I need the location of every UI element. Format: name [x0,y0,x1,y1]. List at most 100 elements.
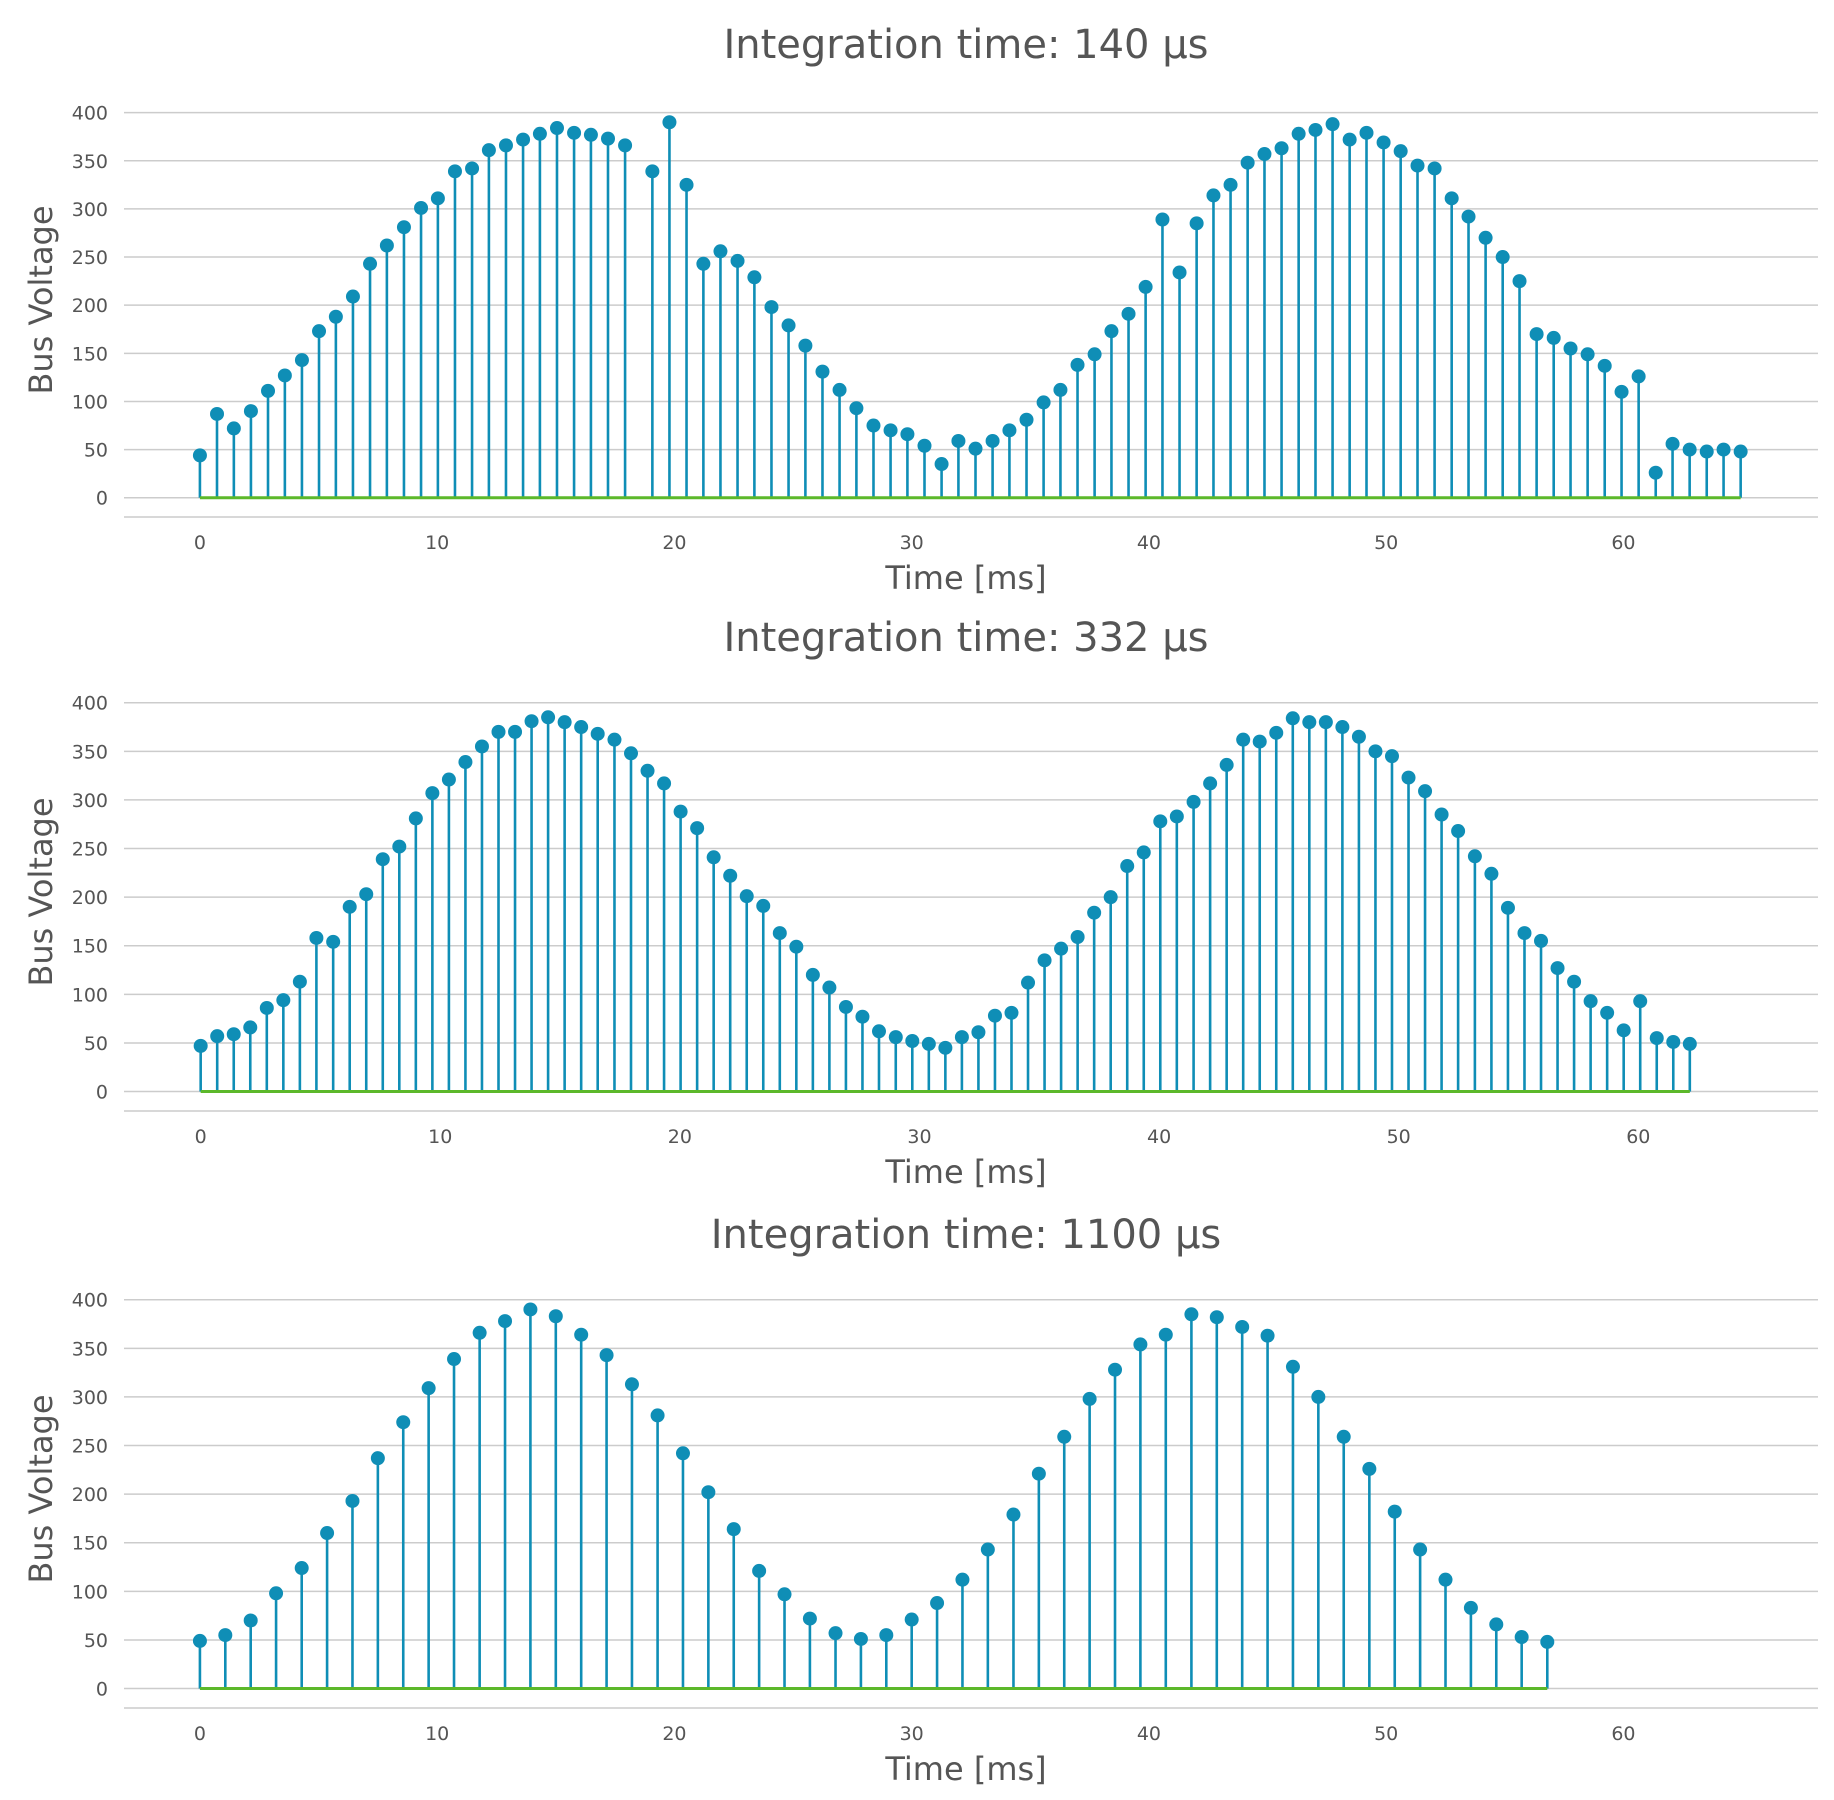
stem-marker [1467,849,1482,864]
x-tick-label: 30 [900,532,924,554]
stem-marker [618,138,633,153]
stem-marker [1269,725,1284,740]
y-tick-label: 50 [84,440,108,462]
stem-marker [1631,369,1646,384]
x-tick-label: 10 [428,1126,452,1148]
stem-marker [1103,890,1118,905]
stem-marker [345,1493,360,1508]
stem-marker [1070,357,1085,372]
stem-marker [1302,715,1317,730]
x-tick-label: 30 [907,1126,931,1148]
stem-marker [192,448,207,463]
stem-marker [726,1522,741,1537]
stem-marker [277,368,292,383]
y-tick-label: 300 [72,1387,108,1409]
stem-marker [458,755,473,770]
stem-marker [815,364,830,379]
stem-marker [838,999,853,1014]
stem-marker [713,244,728,259]
stem-marker [1600,1005,1615,1020]
stem-marker [1699,444,1714,459]
stem-marker [849,401,864,416]
x-tick-label: 10 [425,1723,449,1745]
stem-marker [640,763,655,778]
stem-marker [772,926,787,941]
stem-marker [1514,1630,1529,1645]
stem-marker [980,1542,995,1557]
stem-marker [805,967,820,982]
stem-marker [541,710,556,725]
stem-marker [696,256,711,271]
stem-marker [1155,212,1170,227]
stem-marker [968,441,983,456]
stem-marker [1633,994,1648,1009]
stem-marker [590,726,605,741]
y-tick-label: 400 [72,103,108,125]
stem-marker [1138,279,1153,294]
x-tick-label: 0 [194,1723,206,1745]
stem-marker [472,1325,487,1340]
y-axis-label: Bus Voltage [22,797,60,986]
x-tick-label: 20 [662,532,686,554]
stem-marker [1136,845,1151,860]
stem-marker [441,772,456,787]
stem-marker [1438,1572,1453,1587]
stem-marker [1500,900,1515,915]
stem-marker [1666,1034,1681,1049]
stem-marker [1169,809,1184,824]
stem-marker [938,1040,953,1055]
y-tick-label: 200 [72,295,108,317]
stem-marker [723,868,738,883]
stem-marker [294,353,309,368]
stem-marker [1550,961,1565,976]
stem-marker [557,715,572,730]
stem-marker [1031,1466,1046,1481]
stem-marker [1006,1507,1021,1522]
stem-marker [1206,188,1221,203]
x-tick-label: 60 [1611,532,1635,554]
stem-marker [498,138,513,153]
stem-marker [1209,1310,1224,1325]
stem-marker [1563,341,1578,356]
stem-marker [567,125,582,140]
stem-marker [985,433,1000,448]
stem-marker [328,309,343,324]
stem-marker [524,714,539,729]
stem-marker [425,786,440,801]
stem-marker [1257,147,1272,162]
stem-marker [1540,1634,1555,1649]
stem-marker [1387,1504,1402,1519]
stem-marker [777,1587,792,1602]
chart-panel-2: Integration time: 332 µs0501001502002503… [22,615,1818,1191]
y-tick-label: 300 [72,790,108,812]
stem-marker [474,739,489,754]
stem-marker [312,324,327,339]
y-tick-label: 350 [72,741,108,763]
stem-marker [1070,929,1085,944]
stem-marker [1362,1461,1377,1476]
stem-marker [574,1327,589,1342]
stem-marker [866,418,881,433]
x-tick-label: 40 [1137,532,1161,554]
stem-marker [447,164,462,179]
stem-marker [1325,117,1340,132]
chart-panel-1: Integration time: 140 µs0501001502002503… [22,22,1818,597]
stem-marker [1158,1327,1173,1342]
y-tick-label: 150 [72,936,108,958]
stem-marker [752,1563,767,1578]
stem-marker [465,161,480,176]
stem-marker [481,143,496,158]
stem-marker [1418,784,1433,799]
stem-marker [1682,442,1697,457]
stem-marker [1616,1023,1631,1038]
stem-marker [756,898,771,913]
stem-marker [1120,859,1135,874]
stem-marker [294,1561,309,1576]
x-axis-label: Time [ms] [884,559,1046,597]
stem-marker [1189,216,1204,231]
stem-marker [1004,1005,1019,1020]
stem-marker [414,200,429,215]
stem-marker [1308,122,1323,137]
x-tick-label: 30 [900,1723,924,1745]
stem-marker [1434,807,1449,822]
